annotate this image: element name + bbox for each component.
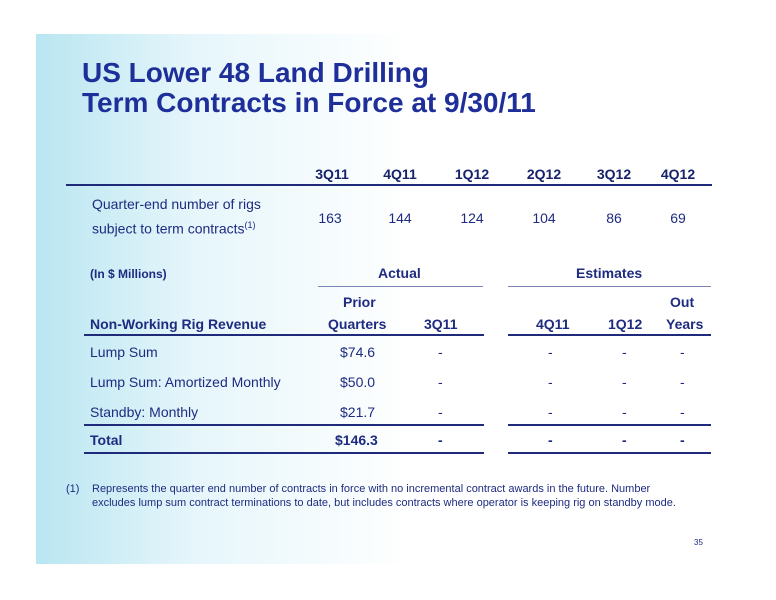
table-cell: - [680,404,685,420]
header-divider [66,184,712,186]
rigs-value: 86 [606,210,622,226]
table-row-label: Lump Sum: Amortized Monthly [90,374,281,390]
total-cell: - [438,432,443,448]
table-cell: - [622,404,627,420]
estimates-group-rule [508,286,711,287]
table-row-label: Standby: Monthly [90,404,199,420]
header-divider-left [84,334,484,336]
table-cell-prior: $21.7 [340,404,376,420]
table-cell: - [548,344,553,360]
total-cell: - [548,432,553,448]
title-line-1: US Lower 48 Land Drilling [82,57,429,88]
table-cell: - [548,404,553,420]
table-cell: - [548,374,553,390]
estimates-group-header: Estimates [576,265,643,281]
table-row-header-label: Non-Working Rig Revenue [90,316,267,332]
bottom-rule-right [508,452,711,454]
col-header-1q12: 1Q12 [608,316,643,332]
col-header-3q11: 3Q11 [424,316,458,332]
rigs-value: 163 [318,210,342,226]
rigs-value: 104 [532,210,556,226]
quarter-header: 1Q12 [454,166,490,182]
table-cell: - [680,374,685,390]
page-number: 35 [694,538,703,547]
units-label: (In $ Millions) [90,267,167,281]
table-cell-prior: $74.6 [340,344,376,360]
quarter-header: 2Q12 [526,166,562,182]
table-cell: - [622,344,627,360]
table-row-label: Lump Sum [90,344,158,360]
rigs-row-label-line2: subject to term contracts(1) [92,220,256,237]
col-header-out-line1: Out [670,294,695,310]
table-cell: - [622,374,627,390]
footnote-text-line2: excludes lump sum contract terminations … [92,497,676,509]
rigs-value: 124 [460,210,484,226]
table-cell: - [438,404,443,420]
col-header-out-years: Years [666,316,704,332]
table-cell: - [438,374,443,390]
rigs-value: 144 [388,210,412,226]
total-divider-left [84,424,484,426]
rigs-row-label-line1: Quarter-end number of rigs [92,196,261,212]
quarter-header: 3Q12 [596,166,632,182]
col-header-prior-line2: Quarters [328,316,387,332]
footnote-text-line1: Represents the quarter end number of con… [92,483,651,495]
total-cell: - [680,432,685,448]
rigs-value: 69 [670,210,686,226]
bottom-rule-left [84,452,484,454]
header-divider-right [508,334,711,336]
total-cell-prior: $146.3 [335,432,378,448]
table-cell: - [438,344,443,360]
quarter-header: 4Q11 [383,166,417,182]
footnote-marker: (1) [66,483,80,495]
table-cell-prior: $50.0 [340,374,376,390]
title-line-2: Term Contracts in Force at 9/30/11 [82,87,536,118]
actual-group-rule [318,286,483,287]
total-divider-right [508,424,711,426]
actual-group-header: Actual [378,265,421,281]
page-title: US Lower 48 Land Drilling Term Contracts… [82,58,536,118]
table-cell: - [680,344,685,360]
total-row-label: Total [90,432,123,448]
slide-background [36,34,758,564]
quarter-header: 4Q12 [660,166,696,182]
total-cell: - [622,432,627,448]
quarter-header: 3Q11 [315,166,349,182]
col-header-prior-line1: Prior [343,294,376,310]
col-header-4q11: 4Q11 [536,316,570,332]
